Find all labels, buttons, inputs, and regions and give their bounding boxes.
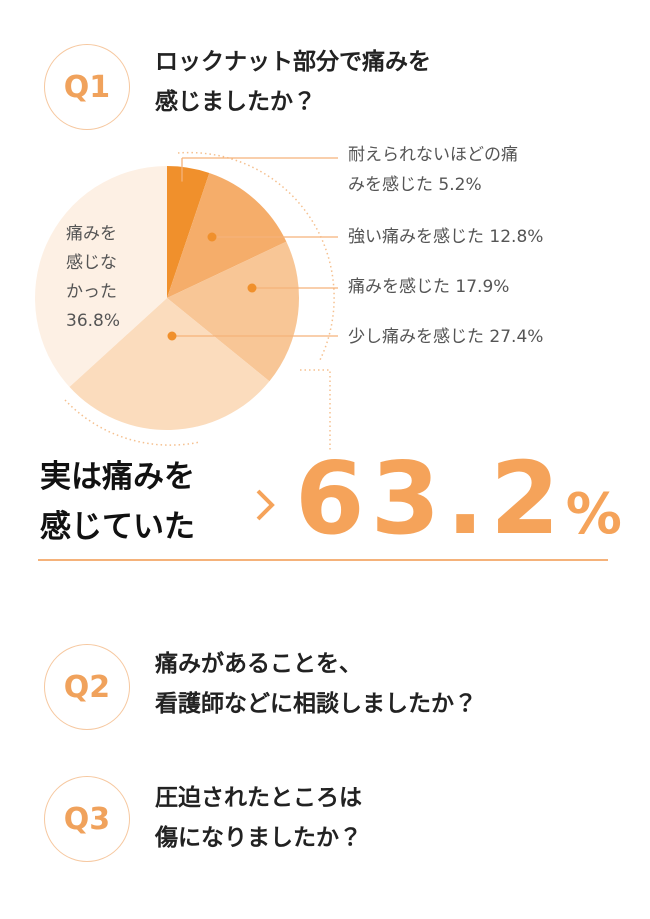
summary-line: 実は痛みを <box>40 459 195 495</box>
summary-unit: % <box>565 482 622 547</box>
summary-number: 63.2 <box>295 440 566 557</box>
leader-dot <box>167 331 177 341</box>
summary-line: 感じていた <box>40 509 195 545</box>
category: 少し痛みを感じた <box>348 327 484 347</box>
slice-label: 耐えられないほどの痛みを感じた 5.2% <box>348 140 518 200</box>
dotted-connector <box>300 369 331 450</box>
value-label: 27.4% <box>489 327 544 347</box>
slice-label: 痛みを感じた 17.9% <box>348 272 648 302</box>
question: 圧迫されたところは 傷になりましたか？ <box>155 778 362 858</box>
value-label: 12.8% <box>489 227 544 247</box>
question-line: 感じましたか？ <box>155 89 316 115</box>
category: 痛みを感じなかった <box>66 224 117 302</box>
value-label: 17.9% <box>455 277 510 297</box>
chevron-line <box>256 489 275 521</box>
leader-dot <box>247 283 257 293</box>
pie-chart <box>34 151 338 450</box>
question-line: ロックナット部分で痛みを <box>155 49 431 75</box>
category: 痛みを感じた <box>348 277 450 297</box>
category: 耐えられないほどの痛みを感じた <box>348 145 518 195</box>
pie-slice <box>34 166 167 387</box>
q-badge: Q2 <box>44 644 130 730</box>
dotted-arc <box>64 399 201 446</box>
pie-slice <box>167 241 300 382</box>
question-line: 圧迫されたところは <box>155 785 362 811</box>
slice-label: 少し痛みを感じた 27.4% <box>348 322 648 352</box>
divider <box>38 559 608 561</box>
value-label: 5.2% <box>438 175 482 195</box>
question-line: 看護師などに相談しましたか？ <box>155 691 477 717</box>
pie-slice <box>167 172 287 298</box>
question: 痛みがあることを、 看護師などに相談しましたか？ <box>155 644 477 724</box>
q-badge: Q1 <box>44 44 130 130</box>
chevron <box>256 489 275 521</box>
pie-slice <box>69 298 270 431</box>
value-label: 36.8% <box>66 311 121 331</box>
question-line: 傷になりましたか？ <box>155 825 362 851</box>
leaders <box>167 157 338 341</box>
slice-label: 強い痛みを感じた 12.8% <box>348 222 648 252</box>
question-line: 痛みがあることを、 <box>155 651 362 677</box>
leader-dot <box>207 232 217 242</box>
pie-slice <box>167 166 210 298</box>
summary-text: 実は痛みを 感じていた <box>40 452 195 552</box>
slice-label: 痛みを感じなかった 36.8% <box>66 220 122 336</box>
summary-value: 63.2% <box>295 440 622 557</box>
question: ロックナット部分で痛みを 感じましたか？ <box>155 42 431 122</box>
q-badge: Q3 <box>44 776 130 862</box>
leader-dot <box>177 181 187 191</box>
category: 強い痛みを感じた <box>348 227 484 247</box>
